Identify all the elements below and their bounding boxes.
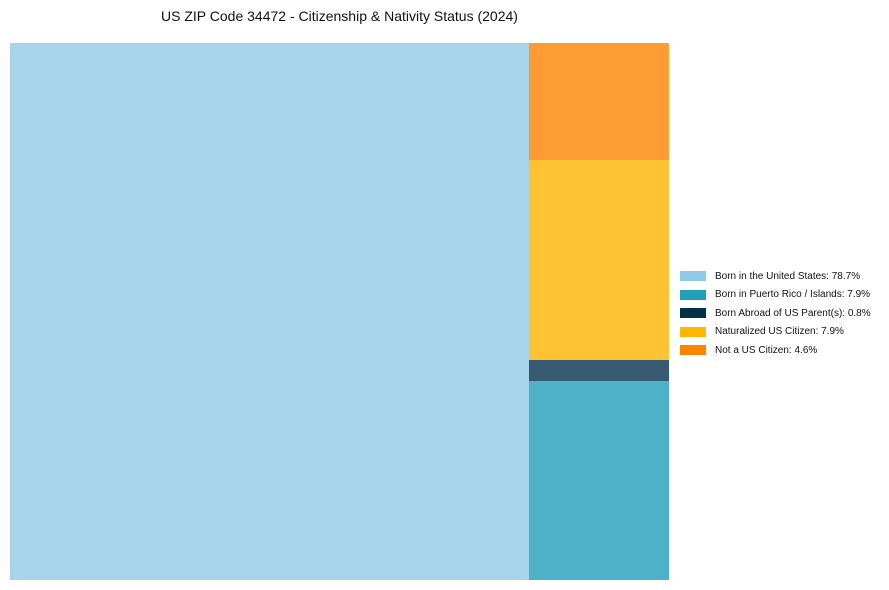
legend-swatch [680, 326, 706, 337]
legend-label: Naturalized US Citizen: 7.9% [715, 326, 844, 338]
legend-swatch [680, 289, 706, 300]
tile-not-us-citizen [529, 43, 669, 160]
legend: Born in the United States: 78.7% Born in… [680, 267, 871, 360]
legend-item: Born Abroad of US Parent(s): 0.8% [680, 304, 871, 323]
legend-item: Naturalized US Citizen: 7.9% [680, 323, 871, 342]
legend-item: Not a US Citizen: 4.6% [680, 341, 871, 360]
legend-label: Born in Puerto Rico / Islands: 7.9% [715, 289, 871, 301]
tile-born-puerto-rico [529, 381, 669, 580]
chart-title: US ZIP Code 34472 - Citizenship & Nativi… [161, 8, 518, 24]
legend-swatch [680, 308, 706, 319]
tile-naturalized-citizen [529, 160, 669, 360]
legend-swatch [680, 271, 706, 282]
tile-born-abroad-us-parents [529, 360, 669, 381]
legend-swatch [680, 345, 706, 356]
tile-born-in-us [10, 43, 529, 580]
legend-item: Born in the United States: 78.7% [680, 267, 871, 286]
legend-label: Born Abroad of US Parent(s): 0.8% [715, 307, 871, 319]
legend-label: Born in the United States: 78.7% [715, 270, 861, 282]
legend-label: Not a US Citizen: 4.6% [715, 344, 818, 356]
legend-item: Born in Puerto Rico / Islands: 7.9% [680, 286, 871, 305]
